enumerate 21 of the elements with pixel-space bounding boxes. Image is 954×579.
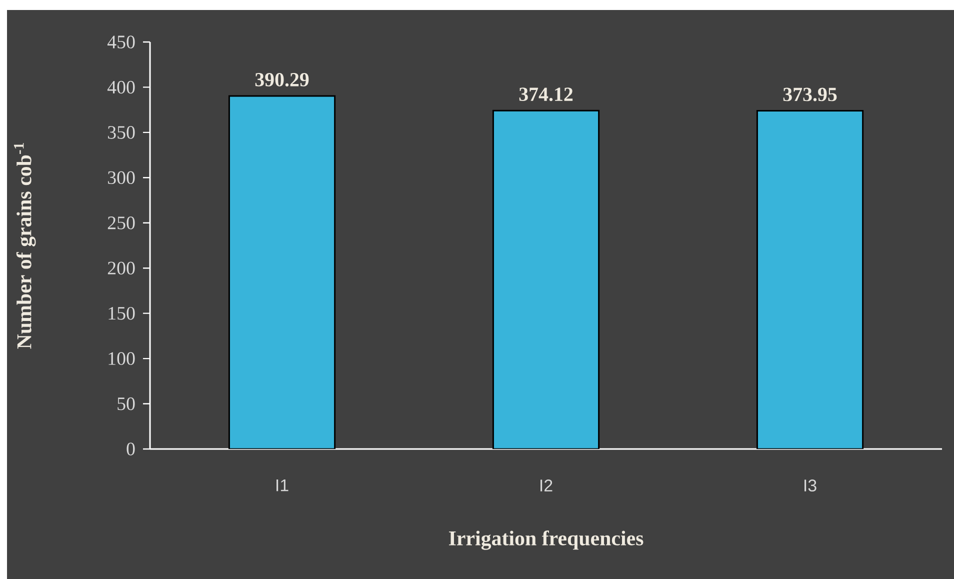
y-tick-label: 50	[118, 397, 135, 410]
bar	[492, 110, 600, 449]
y-axis-title: Number of grains cob$^{-1}$	[14, 143, 36, 349]
data-label: 390.29	[255, 72, 309, 86]
y-tick-label: 250	[108, 216, 135, 230]
bar	[756, 110, 864, 449]
x-tick-label: I3	[804, 480, 816, 492]
y-tick-label: 450	[107, 36, 135, 48]
y-tick-label: 400	[107, 80, 135, 94]
x-axis-title: Irrigation frequencies	[448, 530, 644, 550]
x-tick-label: I1	[276, 480, 288, 492]
y-tick-label: 100	[108, 352, 135, 365]
y-tick-label: 150	[108, 306, 135, 320]
x-tick-label: I2	[540, 480, 552, 492]
bar	[228, 95, 336, 449]
data-label: 374.12	[519, 88, 573, 102]
y-tick-label: 300	[108, 171, 135, 184]
y-tick-label: 200	[108, 262, 135, 274]
y-tick-label: 350	[108, 126, 135, 139]
y-tick-label: 0	[126, 442, 135, 456]
data-label: 373.95	[783, 88, 837, 102]
